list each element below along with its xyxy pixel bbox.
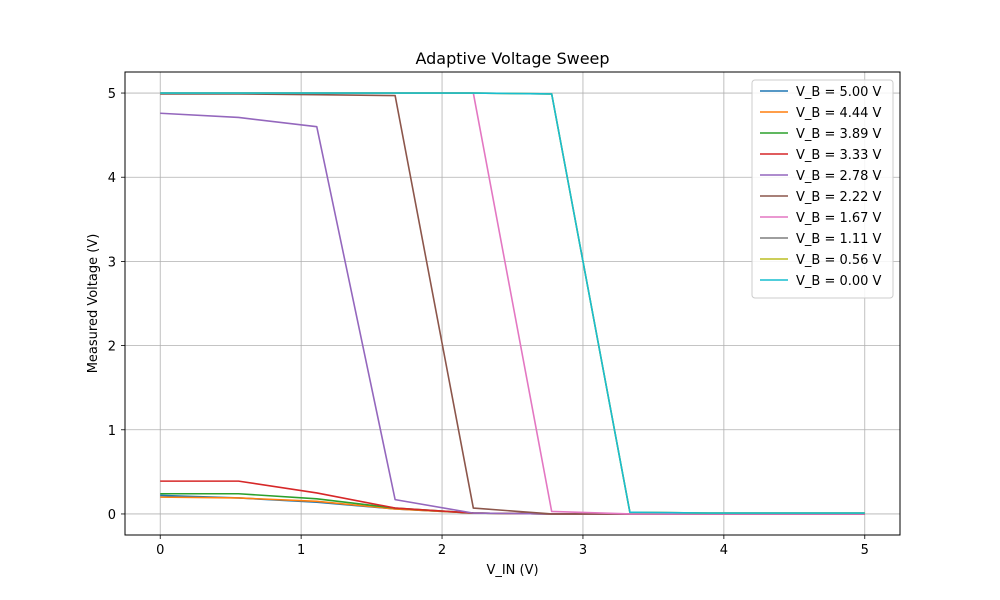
x-tick-label: 0 (156, 543, 164, 558)
legend-box (751, 79, 894, 299)
y-tick-label: 5 (108, 87, 116, 102)
legend-entry: V_B = 1.11 V (796, 232, 882, 247)
x-tick-label: 5 (861, 543, 869, 558)
x-tick-label: 3 (579, 543, 587, 558)
legend-entry: V_B = 2.22 V (796, 190, 882, 205)
axis-ticks: 0 1 2 3 4 5 0 1 2 3 4 5 (108, 87, 869, 558)
y-axis-label: Measured Voltage (V) (86, 234, 101, 374)
legend: V_B = 5.00 V V_B = 4.44 V V_B = 3.89 V V_B … (751, 79, 894, 299)
legend-entry: V_B = 0.00 V (796, 274, 882, 289)
y-tick-label: 3 (108, 255, 116, 270)
x-tick-label: 1 (297, 543, 305, 558)
legend-entry: V_B = 4.44 V (796, 106, 882, 121)
legend-entry: V_B = 2.78 V (796, 169, 882, 184)
x-tick-label: 2 (438, 543, 446, 558)
x-axis-label: V_IN (V) (486, 563, 538, 578)
plot-area-frame (124, 71, 901, 536)
legend-entry: V_B = 5.00 V (796, 85, 882, 100)
legend-entry: V_B = 3.89 V (796, 127, 882, 142)
x-tick-label: 4 (720, 543, 728, 558)
legend-entry: V_B = 3.33 V (796, 148, 882, 163)
y-tick-label: 1 (108, 424, 116, 439)
series-lines (160, 92, 865, 515)
chart-title: Adaptive Voltage Sweep (415, 49, 609, 68)
y-tick-label: 2 (108, 340, 116, 355)
y-tick-label: 4 (108, 171, 116, 186)
y-tick-label: 0 (108, 508, 116, 523)
legend-entry: V_B = 1.67 V (796, 211, 882, 226)
legend-entry: V_B = 0.56 V (796, 253, 882, 268)
series-line-9 (160, 92, 865, 514)
